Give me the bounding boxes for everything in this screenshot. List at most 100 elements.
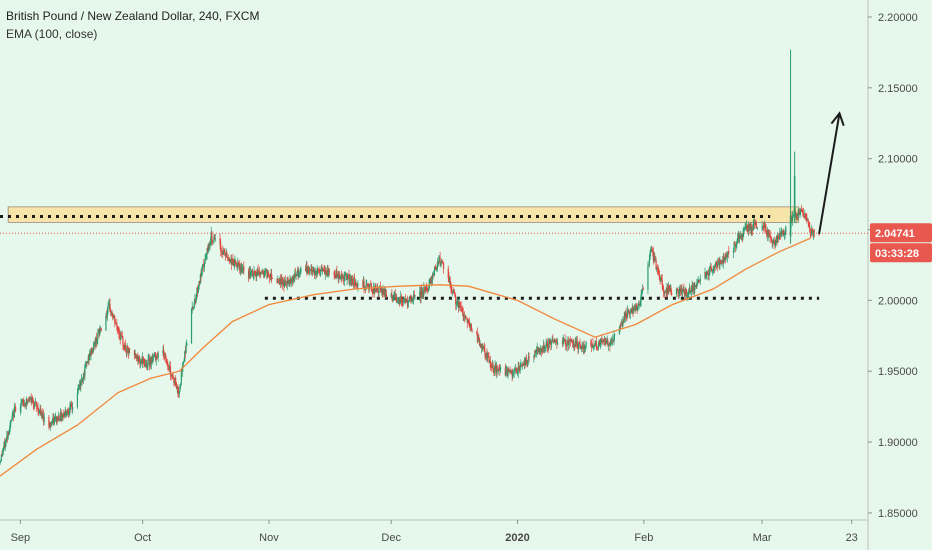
candle-body [762,225,764,227]
candle-body [768,232,770,236]
candle-body [518,366,521,371]
candle-body [374,285,376,293]
price-tick-label: 2.20000 [878,12,918,24]
candle-body [426,290,428,291]
candle-body [455,303,458,305]
candle-body [146,363,148,368]
price-axis[interactable] [868,0,932,550]
candle-body [648,265,650,266]
candle-body [169,366,171,371]
candle-body [809,228,811,235]
candle-body [792,215,794,221]
candle-body [92,348,94,350]
candle-body [618,327,621,335]
candle-body [192,307,194,308]
candle-body [167,362,169,366]
candle-body [221,251,223,252]
candle-body [377,292,379,294]
candle-body [337,274,339,279]
candle-body [736,237,739,243]
candle-body [451,290,453,292]
plot-area[interactable] [0,0,868,520]
candle-body [136,355,138,359]
candle-body [277,280,279,282]
candle-body [442,261,444,263]
candle-body [183,361,185,363]
candle-body [106,312,108,317]
candle-body [485,353,487,357]
candle-body [533,356,535,358]
candle-body [582,345,584,349]
candle-body [322,268,324,270]
candle-body [72,407,74,409]
candle-body [345,274,347,276]
candle-body [526,361,528,364]
candle-body [572,342,574,348]
candle-body [138,356,140,361]
candle-body [209,243,211,249]
time-axis[interactable] [0,520,868,550]
candle-body [31,397,33,403]
candle-body [25,404,27,406]
candle-body [593,346,595,348]
candle-body [57,416,60,420]
candle-body [569,340,571,342]
candle-body [653,256,655,261]
candle-body [193,302,195,308]
candle-body [410,300,413,302]
candle-body [108,304,110,307]
candle-spike-body [789,215,792,237]
candle-body [421,291,424,298]
candle-body [523,364,525,366]
candle-body [677,291,680,294]
candle-body [610,339,612,341]
price-tick-label: 1.95000 [878,366,918,378]
candle-body [135,357,138,359]
candle-body [321,269,323,271]
candle-body [5,438,7,442]
candle-body [283,280,286,288]
candle-body [547,347,549,349]
candle-body [2,451,4,456]
candle-body [279,279,281,284]
candle-body [650,249,652,252]
candle-body [151,357,153,363]
candle-body [232,258,234,263]
resistance-zone [7,206,800,223]
candle-body [177,386,179,393]
candle-body [236,266,238,268]
candle-body [705,274,707,277]
candle-body [539,350,541,352]
candle-body [254,271,256,273]
candle-body [67,412,70,414]
candle-body [196,287,198,295]
candle-body [367,286,369,287]
candle-body [229,261,231,263]
candle-body [57,417,59,420]
candle-body [171,375,174,378]
candle-body [231,258,233,265]
candle-body [537,348,539,352]
candle-body [784,231,786,234]
candle-body [563,339,566,341]
candle-body [12,413,14,416]
candle-body [679,288,681,291]
candle-body [724,257,726,260]
candle-body [493,369,496,373]
candle-body [480,343,482,348]
candle-body [116,322,118,327]
candle-body [252,274,254,276]
candle-body [432,273,434,280]
candle-body [521,364,523,366]
candle-body [548,339,551,344]
candle-body [710,266,712,269]
candle-body [108,303,110,305]
candle-body [681,290,684,293]
candle-body [538,348,540,352]
candle-body [279,279,282,285]
candle-body [224,251,226,255]
candle-body [172,377,174,379]
candle-body [176,386,178,390]
candle-body [323,269,325,271]
